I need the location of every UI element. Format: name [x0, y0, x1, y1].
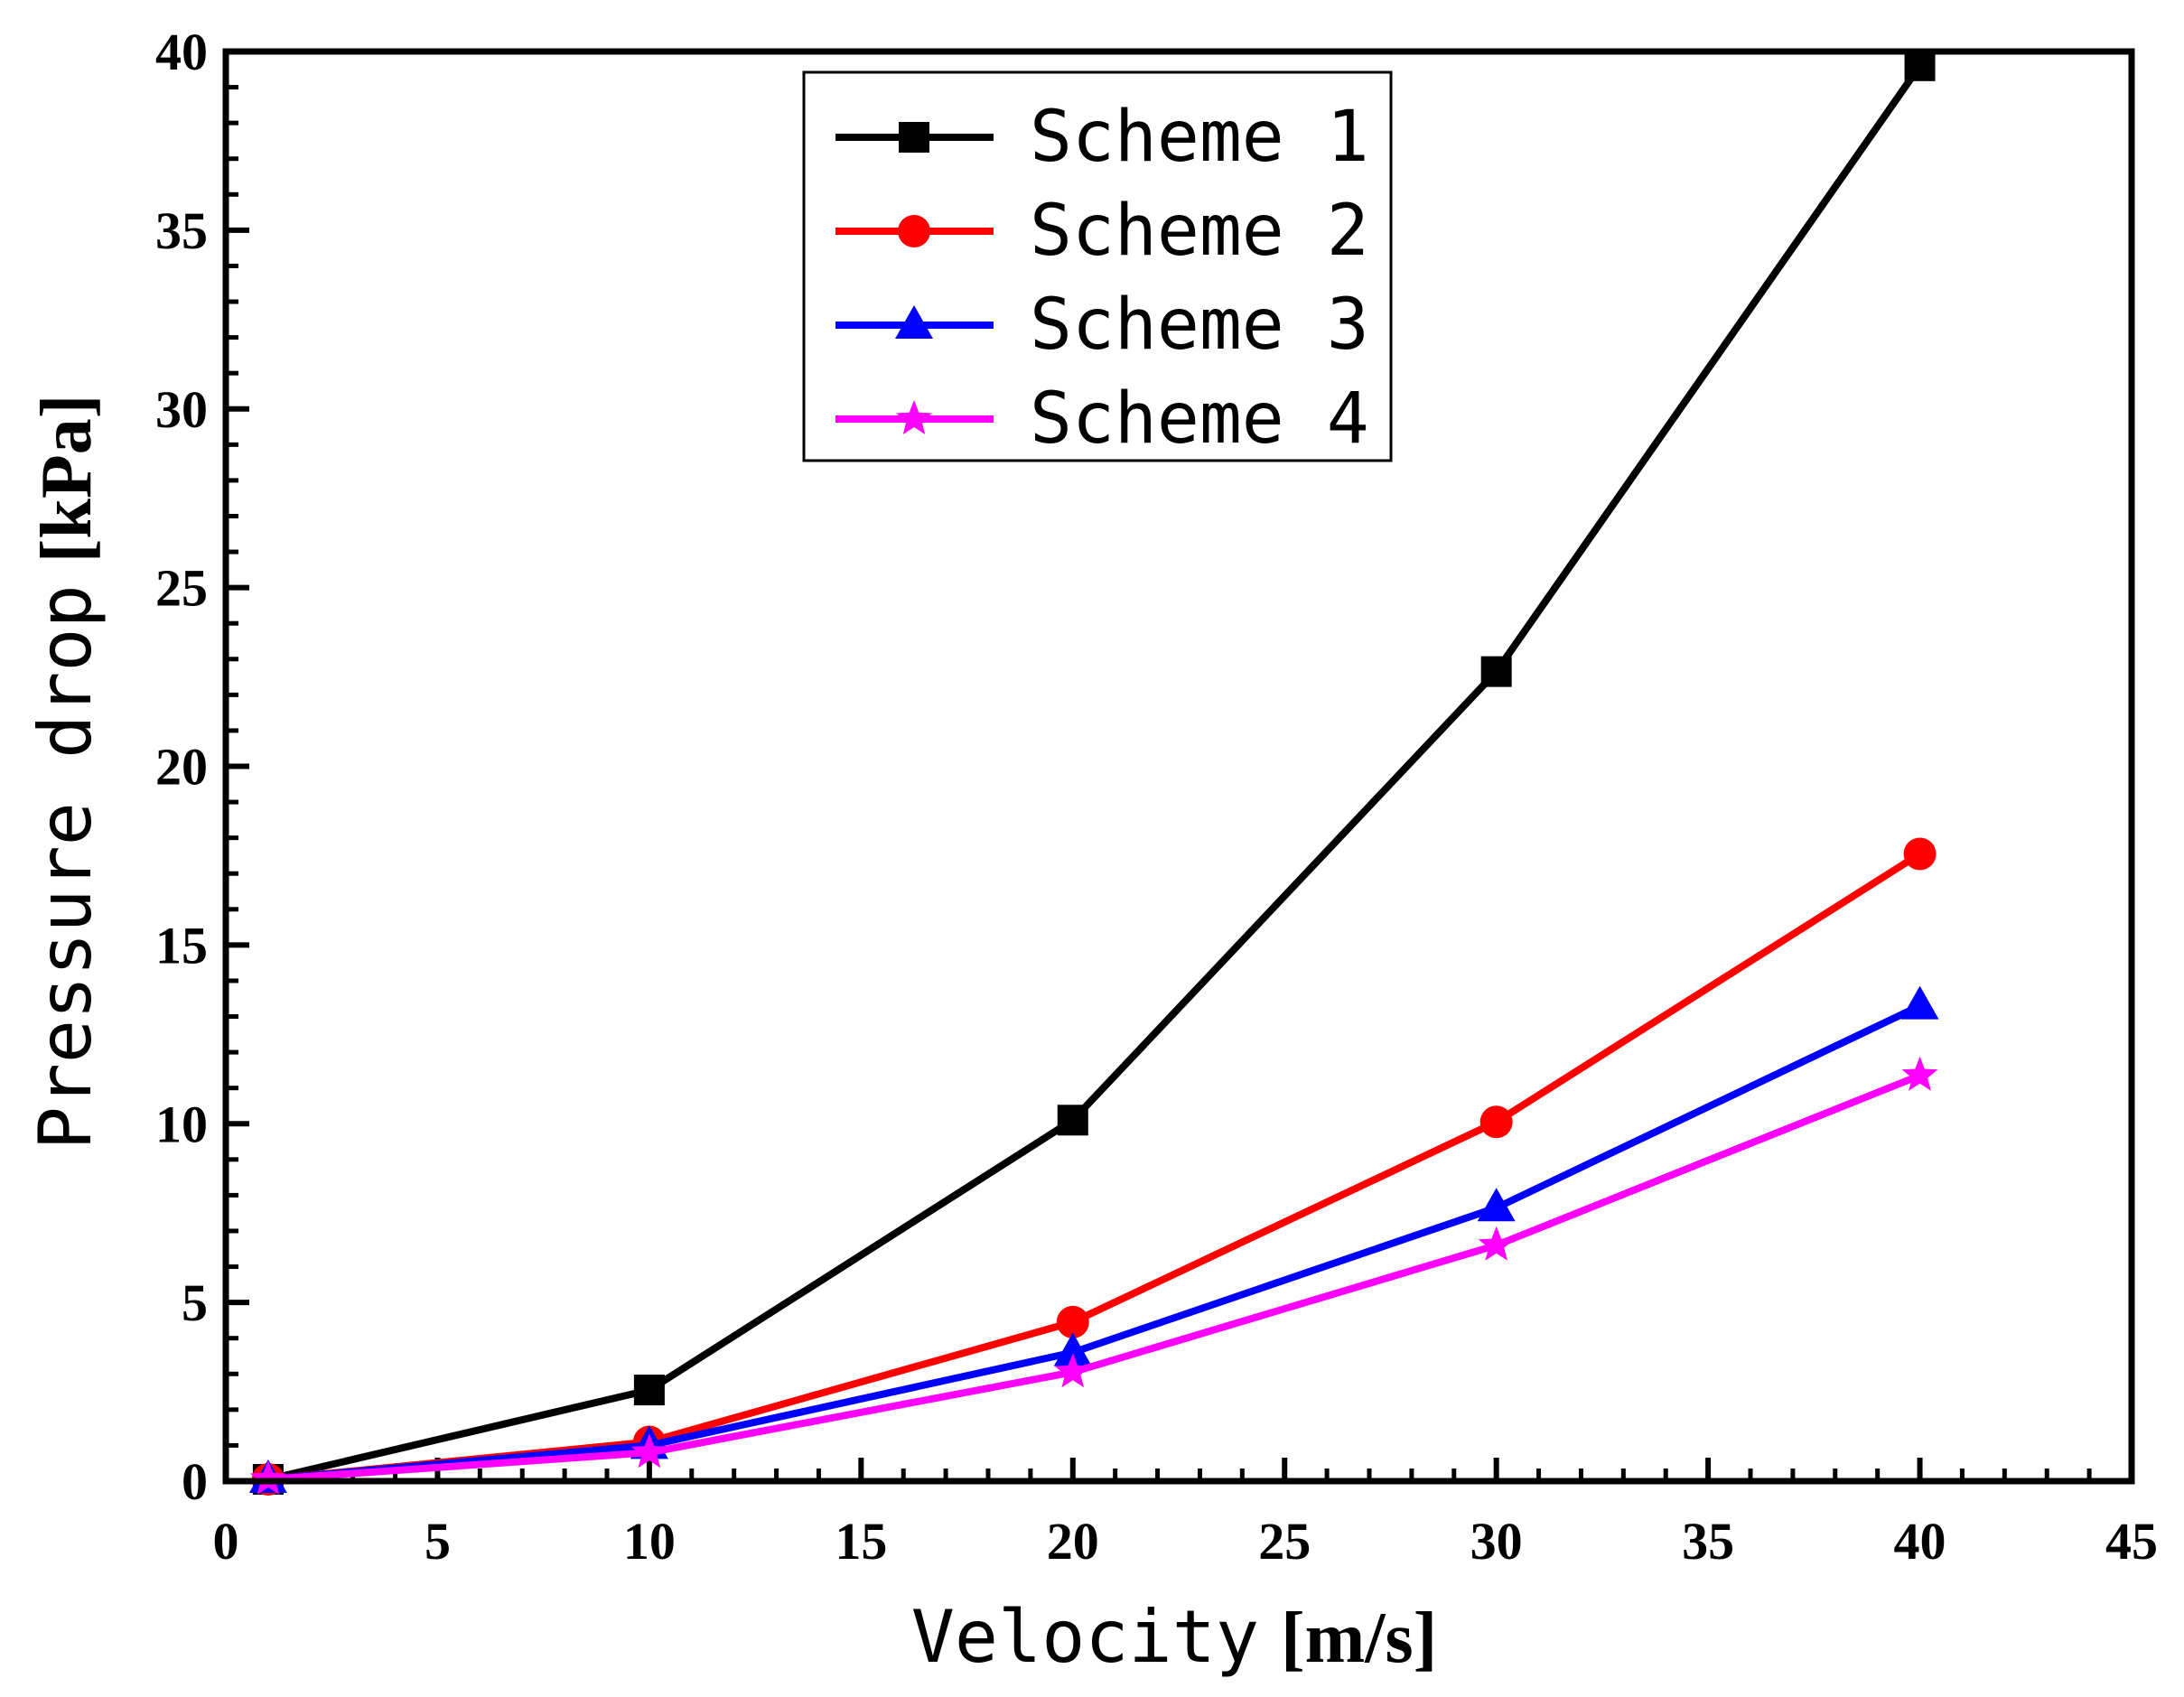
x-tick-label: 35 — [1682, 1512, 1734, 1571]
y-axis-title-unit: [kPa] — [27, 395, 107, 564]
legend-item: Scheme 4 — [835, 378, 1369, 460]
y-axis-title-text: Pressure drop — [23, 584, 107, 1150]
y-tick-label: 0 — [182, 1452, 208, 1511]
x-axis-title-text: Velocity — [911, 1595, 1259, 1679]
legend-label: Scheme 3 — [1030, 284, 1369, 366]
data-point — [1479, 1105, 1513, 1139]
data-point — [1480, 656, 1512, 687]
x-tick-label: 10 — [623, 1512, 676, 1571]
y-tick-label: 20 — [155, 738, 208, 797]
data-point — [1054, 1353, 1091, 1388]
data-point — [1053, 1332, 1092, 1366]
y-tick-label: 35 — [155, 201, 208, 260]
y-tick-label: 10 — [155, 1095, 208, 1153]
x-axis-title: Velocity [m/s] — [911, 1595, 1438, 1679]
data-point — [1057, 1105, 1088, 1136]
series-4 — [249, 1056, 1938, 1495]
x-tick-label: 5 — [425, 1512, 451, 1571]
data-point — [1903, 837, 1937, 871]
legend-label: Scheme 4 — [1030, 378, 1369, 460]
legend-marker — [896, 400, 932, 434]
legend-item: Scheme 2 — [835, 191, 1369, 272]
series-1 — [252, 50, 1936, 1496]
x-tick-label: 20 — [1047, 1512, 1099, 1571]
x-tick-label: 15 — [835, 1512, 887, 1571]
series-3 — [248, 985, 1939, 1494]
x-axis-title-unit: [m/s] — [1281, 1599, 1437, 1678]
y-tick-label: 25 — [155, 559, 208, 618]
legend-marker — [899, 122, 929, 153]
y-tick-label: 15 — [155, 916, 208, 974]
data-point — [1477, 1188, 1516, 1222]
plot-frame — [222, 48, 2135, 1485]
legend-marker — [895, 305, 933, 339]
data-point — [1901, 1056, 1938, 1091]
x-tick-label: 0 — [213, 1512, 239, 1571]
series-line — [267, 1002, 1922, 1483]
data-point — [1478, 1226, 1515, 1261]
y-tick-label: 30 — [155, 380, 208, 439]
data-point — [249, 1460, 286, 1495]
legend-item: Scheme 1 — [835, 97, 1369, 178]
legend-item: Scheme 3 — [835, 284, 1369, 366]
series-line — [267, 851, 1922, 1483]
data-series — [248, 50, 1939, 1497]
x-tick-label: 45 — [2105, 1512, 2158, 1571]
data-point — [630, 1433, 667, 1469]
legend-label: Scheme 2 — [1030, 191, 1369, 272]
y-tick-label: 40 — [155, 23, 208, 81]
tick-labels: 0 5 10 15 20 25 30 35 40 45 0 5 10 15 20 25 30 35 40 — [155, 23, 2158, 1571]
x-tick-label: 30 — [1470, 1512, 1523, 1571]
legend-label: Scheme 1 — [1030, 97, 1369, 178]
data-point — [1056, 1305, 1089, 1338]
y-axis-title: Pressure drop [kPa] — [23, 395, 107, 1151]
x-tick-label: 40 — [1894, 1512, 1946, 1571]
y-tick-label: 5 — [182, 1273, 208, 1332]
data-point — [1900, 985, 1939, 1020]
data-point — [1904, 50, 1936, 81]
data-point — [633, 1375, 665, 1406]
x-tick-label: 25 — [1258, 1512, 1311, 1571]
legend: Scheme 1 Scheme 2 Scheme 3 Scheme 4 — [802, 70, 1393, 462]
legend-marker — [898, 215, 930, 247]
